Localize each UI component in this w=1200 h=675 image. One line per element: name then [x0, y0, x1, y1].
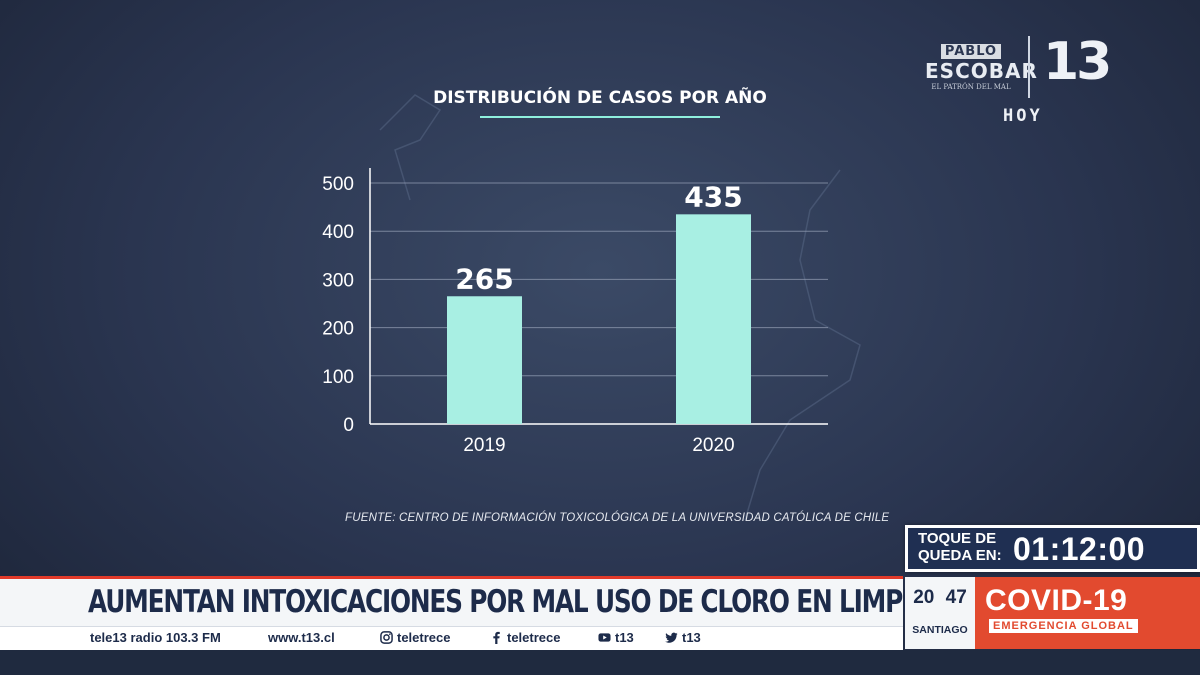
- twitter-icon: [665, 632, 678, 643]
- bar: [676, 214, 751, 424]
- headline: AUMENTAN INTOXICACIONES POR MAL USO DE C…: [88, 584, 962, 620]
- curfew-label-line2: QUEDA EN:: [918, 547, 1002, 564]
- y-tick-label: 300: [322, 270, 354, 291]
- facebook-icon: [493, 631, 500, 644]
- y-tick-label: 500: [322, 174, 354, 195]
- clock-city: SANTIAGO: [912, 624, 968, 636]
- pablo-escobar-logo: PABLO ESCOBAR EL PATRÓN DEL MAL: [925, 40, 1037, 102]
- ticker-facebook: teletrece: [490, 628, 560, 648]
- ticker-facebook-label: teletrece: [507, 630, 561, 645]
- covid-badge: COVID-19 EMERGENCIA GLOBAL: [975, 577, 1200, 649]
- curfew-panel: TOQUE DE QUEDA EN: 01:12:00: [908, 528, 1197, 569]
- x-tick-label: 2019: [463, 435, 505, 456]
- bar-value-label: 265: [455, 262, 513, 295]
- covid-subtitle: EMERGENCIA GLOBAL: [989, 619, 1138, 633]
- ticker-instagram-label: teletrece: [397, 630, 451, 645]
- y-tick-label: 100: [322, 367, 354, 388]
- instagram-icon: [380, 631, 393, 644]
- ticker-bar: [0, 626, 903, 651]
- youtube-icon: [598, 633, 611, 642]
- curfew-label: TOQUE DE QUEDA EN:: [918, 530, 1002, 564]
- ticker-instagram: teletrece: [380, 628, 450, 648]
- ticker-youtube: t13: [598, 628, 634, 648]
- x-tick-label: 2020: [692, 435, 734, 456]
- bar-value-label: 435: [684, 180, 742, 213]
- bottom-strip: [0, 650, 1200, 675]
- show-logo-line1: PABLO: [940, 44, 1002, 59]
- logo-divider: [1028, 36, 1030, 98]
- y-tick-label: 200: [322, 319, 354, 340]
- ticker-twitter: t13: [665, 628, 701, 648]
- title-underline: [480, 116, 720, 118]
- show-logo-line3: EL PATRÓN DEL MAL: [931, 83, 1011, 91]
- y-tick-label: 0: [343, 415, 354, 436]
- clock-box: 20 47 SANTIAGO: [905, 577, 975, 649]
- headline-accent-bar: [0, 576, 903, 579]
- clock-time: 20 47: [913, 587, 967, 608]
- bar: [447, 296, 522, 424]
- chart-source: FUENTE: CENTRO DE INFORMACIÓN TOXICOLÓGI…: [345, 512, 890, 524]
- chart-title: DISTRIBUCIÓN DE CASOS POR AÑO: [433, 88, 767, 108]
- channel-branding: PABLO ESCOBAR EL PATRÓN DEL MAL 13 HOY: [915, 30, 1115, 130]
- ticker-twitter-label: t13: [682, 630, 701, 645]
- curfew-label-line1: TOQUE DE: [918, 530, 997, 547]
- program-name: HOY: [1003, 106, 1043, 126]
- curfew-time: 01:12:00: [1013, 531, 1146, 567]
- headline-band: [0, 576, 903, 626]
- ticker-radio: tele13 radio 103.3 FM: [90, 630, 221, 645]
- ticker-youtube-label: t13: [615, 630, 634, 645]
- y-tick-label: 400: [322, 222, 354, 243]
- ticker-web: www.t13.cl: [268, 630, 335, 645]
- canal-13-logo: 13: [1043, 32, 1112, 92]
- curfew-countdown: TOQUE DE QUEDA EN: 01:12:00: [905, 525, 1200, 572]
- covid-title: COVID-19: [985, 584, 1128, 617]
